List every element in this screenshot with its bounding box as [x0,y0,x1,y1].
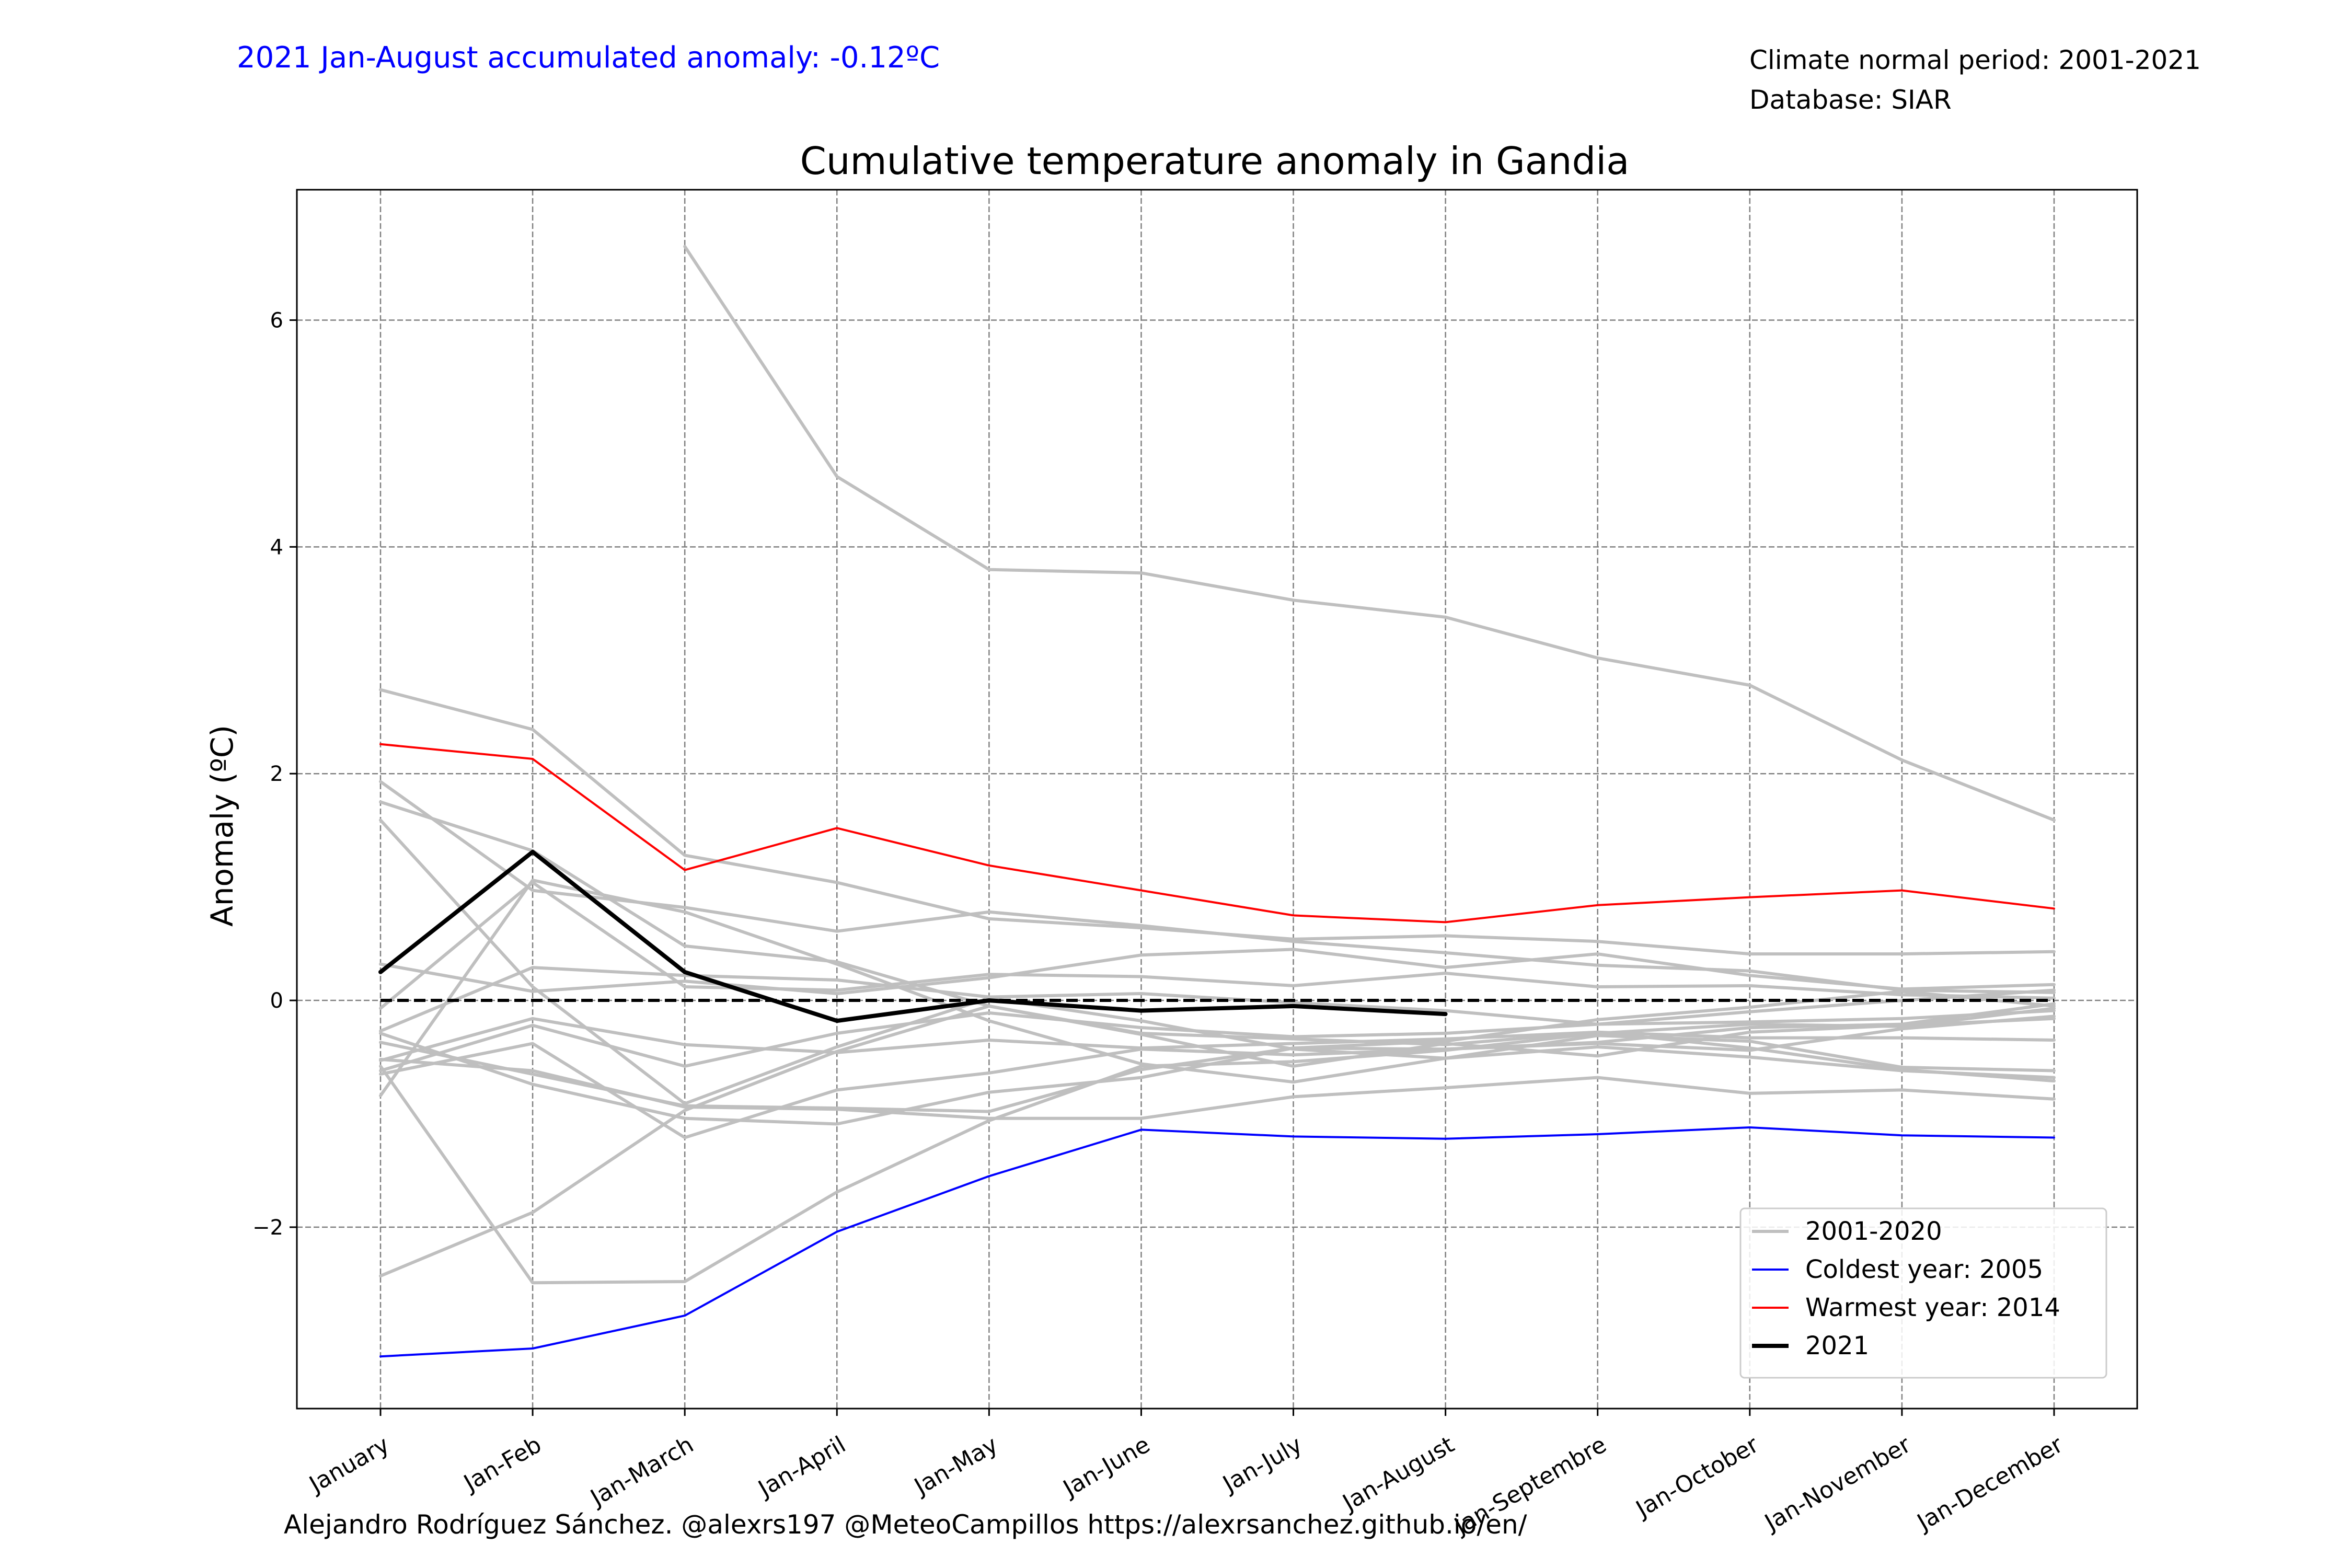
x-tick-label: Jan-November [1759,1431,1916,1537]
x-tick-label: Jan-June [1057,1431,1155,1503]
coldest-year-line [379,1126,2055,1358]
x-tick-label: Jan-July [1217,1431,1307,1498]
y-tick-label: 0 [270,989,283,1013]
reference-year-line [379,879,2056,1098]
legend-box [1739,1207,2107,1379]
y-axis-label: Anomaly (ºC) [204,725,240,927]
current-year-line [378,849,1448,1023]
accumulated-anomaly-text: 2021 Jan-August accumulated anomaly: -0.… [237,41,940,75]
reference-year-line [379,780,2056,994]
reference-year-line [379,966,2056,1033]
reference-year-line [379,1009,2056,1073]
reference-year-line [379,1004,2056,1278]
reference-year-line [379,1007,2056,1285]
reference-year-line [379,1057,2056,1120]
y-tick-label: 2 [270,762,283,786]
reference-year-line [379,881,2056,1010]
legend-label: Coldest year: 2005 [1805,1255,2043,1284]
reference-year-line [683,245,2056,822]
reference-year-line [379,1002,2056,1139]
x-tick-label: Jan-May [908,1431,1002,1501]
y-tick-label: 4 [270,535,283,559]
grid-lines [297,190,2137,1409]
x-tick-label: Jan-December [1911,1431,2068,1537]
x-tick-label: January [304,1431,394,1498]
reference-year-line [379,1017,2056,1062]
legend: 2001-2020 Coldest year: 2005 Warmest year:… [1739,1207,2107,1379]
legend-label: 2001-2020 [1805,1217,1942,1246]
reference-year-line [379,948,2056,995]
chart-title: Cumulative temperature anomaly in Gandia [800,139,1630,183]
climate-normal-period: Climate normal period: 2001-2021 [1749,45,2201,75]
author-credit: Alejandro Rodríguez Sánchez. @alexrs197 … [284,1509,1527,1540]
y-axis-ticks: −2 0 2 4 6 [252,308,297,1240]
plot-frame [296,189,2138,1410]
y-tick-label: 6 [270,308,283,332]
warmest-year-line [379,743,2055,924]
y-tick-label: −2 [252,1216,283,1240]
x-tick-label: Jan-October [1630,1431,1763,1524]
x-tick-label: Jan-August [1337,1431,1459,1517]
x-tick-label: Jan-March [585,1431,698,1512]
database-label: Database: SIAR [1749,85,1952,115]
legend-label: 2021 [1805,1331,1869,1361]
x-tick-label: Jan-Feb [458,1431,546,1497]
x-tick-label: Jan-April [753,1431,850,1503]
legend-label: Warmest year: 2014 [1805,1293,2060,1322]
series-lines [378,245,2056,1358]
